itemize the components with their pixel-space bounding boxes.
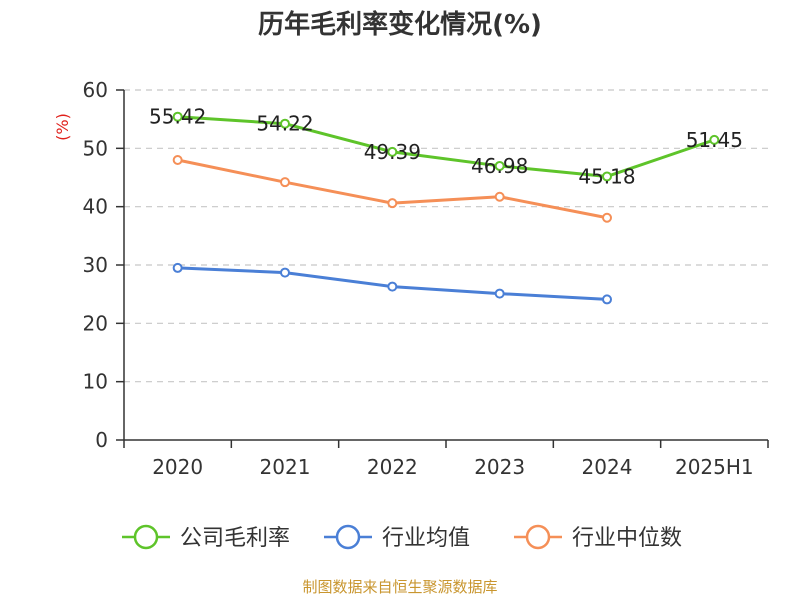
chart-title: 历年毛利率变化情况(%) [258, 10, 542, 40]
data-label: 45.18 [578, 164, 635, 188]
data-label: 54.22 [256, 112, 313, 136]
data-point [280, 118, 290, 129]
data-label: 55.42 [149, 105, 206, 129]
legend-label: 行业中位数 [572, 526, 682, 551]
data-labels: 55.42 54.22 49.39 46.98 45.18 51.45 [149, 105, 743, 189]
y-tick-label: 50 [83, 136, 108, 160]
data-label: 46.98 [471, 154, 528, 178]
data-point [709, 134, 720, 145]
y-tick-label: 0 [95, 428, 108, 452]
legend-label: 公司毛利率 [180, 526, 290, 551]
data-point [494, 288, 505, 299]
y-tick-label: 30 [83, 253, 108, 277]
data-point [602, 171, 612, 182]
axes: 0 10 20 30 40 50 60 (%) 2020 2021 2022 2023 2024 2025… [53, 78, 769, 479]
data-label: 49.39 [364, 140, 421, 164]
data-point [280, 267, 290, 278]
data-point [280, 177, 290, 188]
data-point [387, 281, 398, 292]
data-point [172, 155, 183, 165]
data-point [602, 294, 612, 305]
y-tick-label: 20 [83, 311, 108, 335]
series-lines [172, 111, 720, 305]
y-tick-label: 60 [83, 78, 108, 102]
legend-marker [525, 524, 551, 550]
data-point [387, 146, 398, 157]
data-point [602, 212, 612, 223]
data-label: 51.45 [686, 128, 743, 152]
legend-marker [335, 524, 361, 550]
data-point [172, 111, 183, 122]
grid-lines [124, 89, 768, 383]
x-tick-label: 2025H1 [675, 455, 754, 479]
legend: 公司毛利率 行业均值 行业中位数 [122, 524, 682, 551]
data-source-note: 制图数据来自恒生聚源数据库 [302, 578, 498, 596]
x-tick-label: 2024 [582, 455, 633, 479]
data-point [172, 262, 183, 273]
x-tick-label: 2021 [260, 455, 311, 479]
y-tick-label: 10 [83, 370, 108, 394]
y-tick-label: 40 [83, 195, 108, 219]
x-tick-label: 2020 [152, 455, 203, 479]
data-point [494, 191, 505, 202]
y-axis-unit-label: (%) [53, 113, 72, 141]
data-point [387, 198, 398, 209]
legend-label: 行业均值 [382, 526, 470, 551]
x-tick-label: 2023 [474, 455, 525, 479]
x-tick-label: 2022 [367, 455, 418, 479]
series-line [177, 115, 715, 178]
data-point [494, 160, 505, 171]
legend-marker [133, 524, 159, 550]
